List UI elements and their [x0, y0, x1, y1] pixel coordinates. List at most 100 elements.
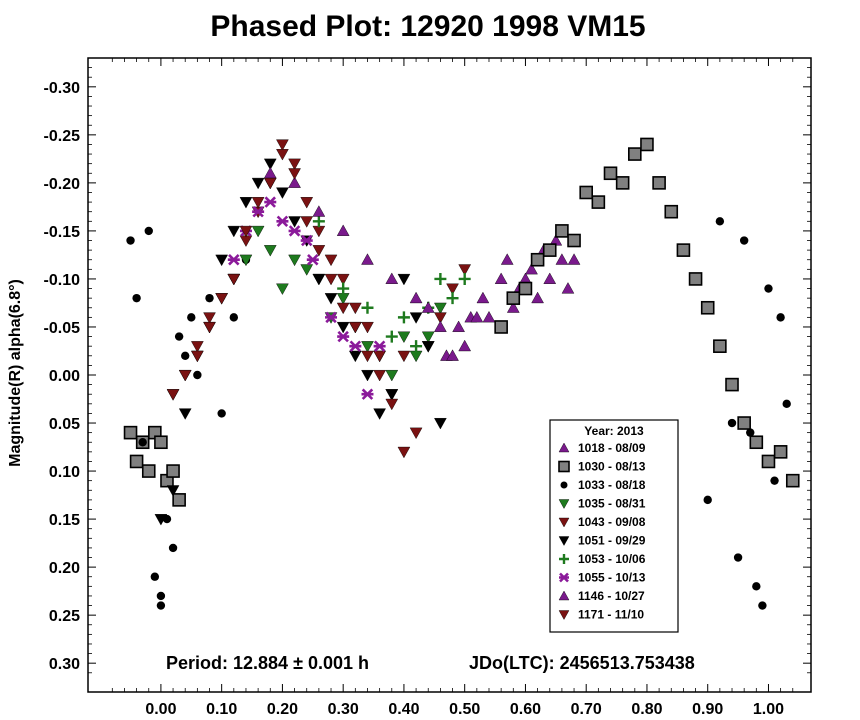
- data-point: [205, 293, 214, 303]
- legend-marker: [558, 517, 570, 528]
- data-point: [446, 349, 459, 361]
- data-point: [446, 292, 459, 305]
- data-point: [264, 196, 277, 208]
- data-point: [276, 215, 289, 228]
- data-point: [166, 389, 180, 401]
- legend-marker: [560, 481, 568, 489]
- data-point: [373, 408, 386, 420]
- data-point: [770, 476, 779, 485]
- x-tick-label: 0.90: [692, 701, 723, 718]
- data-point: [758, 601, 767, 610]
- legend-entry: 1018 - 08/09: [578, 441, 646, 455]
- data-point: [251, 225, 265, 238]
- data-point: [312, 225, 326, 238]
- data-point: [141, 464, 156, 478]
- data-point: [494, 320, 508, 334]
- data-point: [203, 312, 216, 324]
- data-point: [126, 236, 135, 245]
- data-point: [737, 416, 751, 430]
- data-point: [561, 282, 575, 294]
- data-point: [348, 302, 362, 315]
- data-point: [312, 245, 326, 257]
- data-point: [397, 331, 411, 343]
- data-point: [458, 339, 472, 352]
- y-tick-label: -0.10: [44, 272, 81, 289]
- data-point: [156, 601, 166, 610]
- data-point: [764, 284, 773, 293]
- y-tick-label: 0.05: [49, 416, 80, 433]
- data-point: [336, 302, 350, 315]
- data-point: [733, 553, 743, 562]
- data-point: [276, 149, 289, 161]
- data-point: [178, 408, 192, 420]
- data-point: [361, 370, 374, 382]
- data-point: [640, 137, 654, 152]
- data-point: [752, 582, 761, 591]
- legend-entry: 1055 - 10/13: [578, 571, 646, 585]
- data-point: [191, 350, 204, 363]
- data-point: [325, 311, 338, 324]
- data-point: [397, 273, 411, 286]
- data-point: [385, 389, 399, 401]
- y-tick-label: 0.30: [49, 656, 80, 673]
- y-tick-label: -0.30: [44, 80, 81, 97]
- data-point: [361, 253, 374, 265]
- data-point: [500, 253, 514, 265]
- data-point: [300, 197, 314, 209]
- data-point: [603, 166, 618, 181]
- data-point: [276, 187, 289, 199]
- data-point: [348, 350, 362, 363]
- legend-marker: [558, 460, 570, 473]
- data-point: [531, 291, 544, 304]
- data-point: [713, 339, 727, 353]
- data-point: [227, 254, 240, 266]
- data-point: [181, 351, 190, 360]
- data-point: [191, 341, 204, 353]
- x-tick-label: 0.40: [388, 701, 419, 718]
- data-point: [324, 293, 338, 305]
- y-tick-label: -0.05: [44, 320, 81, 337]
- data-point: [239, 235, 253, 247]
- data-point: [156, 591, 166, 601]
- data-point: [144, 226, 153, 236]
- data-point: [288, 225, 301, 237]
- data-point: [239, 197, 253, 209]
- data-point: [776, 313, 785, 322]
- data-point: [361, 388, 374, 400]
- data-point: [361, 350, 374, 363]
- data-point: [166, 485, 180, 497]
- data-point: [434, 418, 447, 430]
- data-point: [434, 302, 447, 315]
- data-point: [174, 332, 184, 341]
- data-point: [785, 473, 800, 488]
- data-point: [276, 139, 289, 151]
- data-point: [506, 301, 520, 313]
- data-point: [628, 147, 642, 161]
- data-point: [252, 205, 265, 218]
- data-point: [361, 321, 374, 334]
- data-point: [132, 293, 141, 303]
- data-point: [263, 166, 277, 179]
- data-point: [434, 272, 447, 285]
- legend-entry: 1051 - 09/29: [578, 534, 646, 548]
- data-point: [349, 340, 362, 352]
- data-point: [187, 313, 196, 322]
- data-point: [336, 293, 350, 305]
- legend-marker: [558, 499, 570, 509]
- data-point: [506, 291, 521, 305]
- data-point: [761, 454, 776, 469]
- data-point: [300, 234, 313, 247]
- data-point: [782, 399, 791, 409]
- legend-entry: 1035 - 08/31: [578, 497, 646, 511]
- data-point: [482, 310, 496, 323]
- data-point: [288, 254, 301, 267]
- y-tick-label: -0.15: [44, 224, 81, 241]
- data-point: [215, 293, 229, 305]
- data-point: [168, 543, 178, 553]
- series-2: [126, 217, 791, 610]
- data-point: [154, 435, 168, 450]
- data-point: [676, 243, 691, 257]
- legend-marker: [559, 554, 569, 564]
- data-point: [530, 252, 545, 267]
- data-point: [397, 311, 410, 324]
